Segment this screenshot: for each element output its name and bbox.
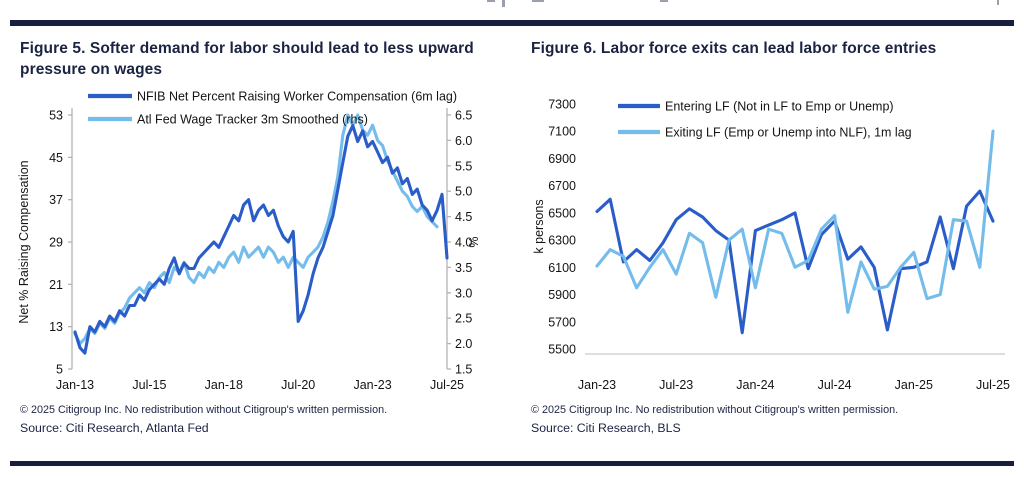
legend-label: Entering LF (Not in LF to Emp or Unemp) [665, 100, 894, 114]
x-tick-label: Jan-18 [205, 378, 243, 392]
cropped-text-artifact [532, 0, 544, 2]
y-axis-title: % [467, 236, 481, 247]
figure6-panel: Figure 6. Labor force exits can lead lab… [521, 36, 1014, 437]
figure6-chart: 7300 7100 6900 6700 6500 6300 6100 5900 5700 5500… [532, 98, 1010, 393]
figure5-title: Figure 5. Softer demand for labor should… [20, 40, 474, 79]
x-tick-label: Jul-20 [281, 378, 315, 392]
cropped-text-artifact [502, 0, 505, 7]
y-tick-label: 53 [49, 109, 63, 123]
figure6-copyright: © 2025 Citigroup Inc. No redistribution … [531, 404, 899, 416]
y-tick-label: 4.0 [455, 236, 472, 250]
y-tick-label: 5.5 [455, 159, 472, 173]
series-line-0 [73, 124, 449, 355]
y-tick-label: 6300 [548, 234, 576, 248]
y-tick-label: 7300 [548, 98, 576, 112]
figure6-footer: © 2025 Citigroup Inc. No redistribution … [521, 403, 1014, 437]
y-axis-left: 7300 7100 6900 6700 6500 6300 6100 5900 5700 5500… [532, 98, 576, 357]
x-tick-label: Jul-25 [430, 378, 464, 392]
figure5-panel: Figure 5. Softer demand for labor should… [10, 36, 503, 437]
figures-container: Figure 5. Softer demand for labor should… [10, 36, 1014, 437]
legend-label: Exiting LF (Emp or Unemp into NLF), 1m l… [665, 126, 912, 140]
figure5-footer: © 2025 Citigroup Inc. No redistribution … [10, 403, 503, 437]
top-divider-rule [10, 20, 1014, 26]
y-tick-label: 45 [49, 151, 63, 165]
y-tick-label: 6700 [548, 179, 576, 193]
x-tick-label: Jan-24 [736, 378, 774, 392]
y-tick-label: 3.5 [455, 261, 472, 275]
y-tick-label: 6.5 [455, 109, 472, 123]
x-tick-label: Jan-23 [353, 378, 391, 392]
y-tick-label: 5500 [548, 343, 576, 357]
y-tick-label: 6900 [548, 152, 576, 166]
y-tick-label: 37 [49, 193, 63, 207]
y-tick-label: 2.0 [455, 337, 472, 351]
y-tick-label: 7100 [548, 125, 576, 139]
series-line-1 [595, 129, 995, 314]
y-tick-label: 5 [56, 363, 63, 377]
y-tick-label: 5900 [548, 288, 576, 302]
legend: Entering LF (Not in LF to Emp or Unemp) E… [618, 100, 912, 140]
y-tick-label: 2.5 [455, 312, 472, 326]
figure6-source: Source: Citi Research, BLS [531, 421, 681, 436]
legend-label: Atl Fed Wage Tracker 3m Smoothed (rhs) [137, 113, 368, 127]
y-tick-label: 6100 [548, 261, 576, 275]
y-tick-label: 6.0 [455, 134, 472, 148]
x-tick-label: Jul-24 [818, 378, 852, 392]
y-tick-label: 5700 [548, 315, 576, 329]
legend: NFIB Net Percent Raising Worker Compensa… [88, 90, 457, 127]
x-axis-labels: Jan-13 Jul-15 Jan-18 Jul-20 Jan-23 Jul-25 [56, 378, 464, 392]
x-tick-label: Jan-13 [56, 378, 94, 392]
figure5-chart: 53 45 37 29 21 13 5 Net % Raising Compensation 6… [17, 90, 481, 393]
x-tick-label: Jul-15 [132, 378, 166, 392]
y-tick-label: 3.0 [455, 286, 472, 300]
y-axis-right: 6.5 6.0 5.5 5.0 4.5 4.0 3.5 3.0 2.5 2.0 1.5% [446, 108, 481, 377]
cropped-text-artifact [660, 0, 668, 2]
y-tick-label: 1.5 [455, 363, 472, 377]
cropped-text-artifact [487, 0, 495, 2]
figure6-title: Figure 6. Labor force exits can lead lab… [531, 40, 937, 57]
y-tick-label: 4.5 [455, 210, 472, 224]
figure5-copyright: © 2025 Citigroup Inc. No redistribution … [20, 404, 388, 416]
y-axis-title: Net % Raising Compensation [17, 160, 31, 323]
series-line-0 [595, 189, 995, 335]
x-axis-labels: Jan-23 Jul-23 Jan-24 Jul-24 Jan-25 Jul-25 [578, 378, 1010, 392]
x-tick-label: Jul-25 [976, 378, 1010, 392]
y-tick-label: 6500 [548, 206, 576, 220]
x-tick-label: Jan-25 [895, 378, 933, 392]
y-tick-label: 13 [49, 320, 63, 334]
bottom-divider-rule [10, 461, 1014, 466]
cropped-text-artifact [997, 0, 999, 5]
y-axis-title: k persons [532, 199, 546, 253]
y-tick-label: 21 [49, 278, 63, 292]
y-axis-left: 53 45 37 29 21 13 5 Net % Raising Compensation [17, 108, 73, 377]
x-tick-label: Jan-23 [578, 378, 616, 392]
figure5-source: Source: Citi Research, Atlanta Fed [20, 421, 209, 436]
x-tick-label: Jul-23 [659, 378, 693, 392]
y-tick-label: 5.0 [455, 185, 472, 199]
series-line-1 [73, 113, 439, 346]
y-tick-label: 29 [49, 236, 63, 250]
legend-label: NFIB Net Percent Raising Worker Compensa… [137, 90, 457, 104]
